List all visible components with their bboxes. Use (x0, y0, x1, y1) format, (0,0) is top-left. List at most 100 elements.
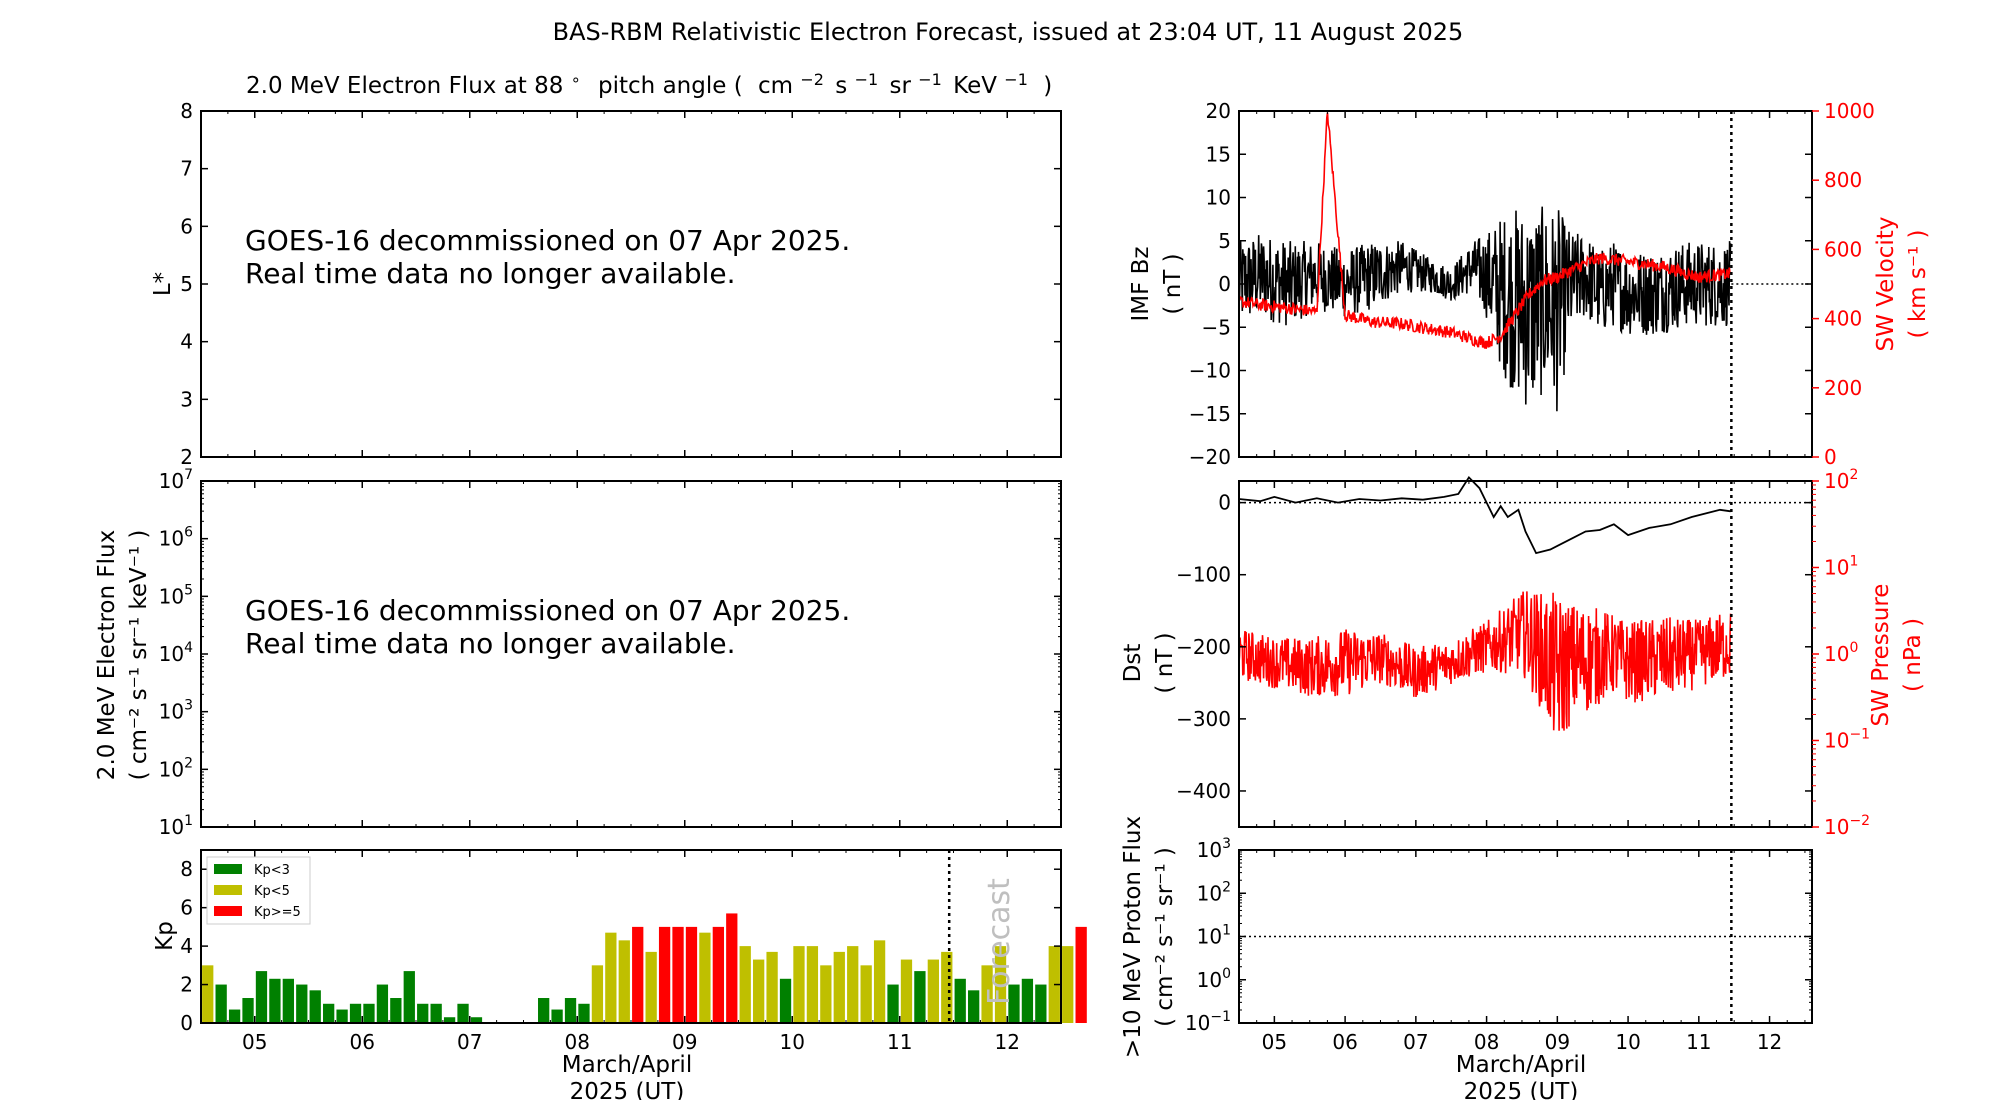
kp-bar (255, 971, 268, 1023)
kp-bar (618, 940, 630, 1023)
kp-bar (793, 946, 805, 1023)
lstar-ylabel: L* (150, 272, 176, 296)
kp-bar (551, 1009, 563, 1023)
y-tick-label: 100 (1197, 966, 1231, 992)
dst-line (1238, 475, 1731, 555)
y2-tick-exponent: 0 (1849, 640, 1858, 656)
kp-bar (658, 926, 671, 1023)
y-tick-label: 102 (159, 755, 193, 781)
lstar-message-line1: GOES-16 decommissioned on 07 Apr 2025. (245, 224, 850, 257)
flux-message-line1: GOES-16 decommissioned on 07 Apr 2025. (245, 594, 850, 627)
y-tick-exponent: 3 (1222, 836, 1231, 852)
imf-panel: −20 −15 −10 −5 0 5 10 15 20 0 200 400 600 800 1000 IM… (1128, 99, 1931, 469)
y-tick-label: 10−1 (1185, 1009, 1231, 1035)
kp-bar (726, 913, 738, 1023)
y2-tick-label: 400 (1824, 307, 1862, 331)
kp-bar (699, 932, 711, 1023)
y-tick-label: 2 (180, 973, 193, 997)
kp-bar (470, 1017, 483, 1023)
y-tick-exponent: 0 (1222, 966, 1231, 982)
y-tick-label: −300 (1176, 707, 1231, 731)
y2-tick-base: 10 (1824, 469, 1849, 493)
kp-bar (309, 990, 321, 1023)
x-tick-label: 08 (1474, 1030, 1499, 1054)
y-tick-label: −15 (1189, 402, 1231, 426)
kp-bar (538, 998, 550, 1023)
kp-ylabel: Kp (152, 921, 178, 951)
x-tick-label: 09 (672, 1030, 697, 1054)
y-tick-label: 5 (180, 272, 193, 296)
y-tick-label: 15 (1206, 142, 1231, 166)
y2-tick-base: 10 (1824, 729, 1849, 753)
y2-tick-base: 10 (1824, 815, 1849, 839)
kp-bar (994, 946, 1007, 1023)
dst-y2label-line2: ( nPa ) (1900, 618, 1926, 692)
y-tick-label: 101 (159, 813, 193, 839)
kp-bar (202, 965, 214, 1023)
kp-bar (645, 951, 657, 1023)
imf-ylabel-line2: ( nT ) (1160, 253, 1186, 314)
y2-tick-label: 101 (1824, 554, 1858, 580)
x-tick-label: 12 (995, 1030, 1020, 1054)
y2-tick-label: 100 (1824, 640, 1858, 666)
kp-bar (336, 1009, 348, 1023)
y-tick-label: −5 (1202, 315, 1231, 339)
y-tick-exponent: −1 (1210, 1009, 1231, 1025)
y-tick-label: 2 (180, 445, 193, 469)
y-tick-base: 10 (159, 584, 184, 608)
x-tick-label: 12 (1757, 1030, 1782, 1054)
kp-bar (672, 926, 684, 1023)
kp-bar (981, 965, 993, 1023)
kp-bar (578, 1003, 590, 1023)
y-tick-label: 6 (180, 896, 193, 920)
kp-bar (779, 978, 792, 1023)
y2-tick-label: 800 (1824, 168, 1862, 192)
kp-bar (685, 926, 698, 1023)
flux-message-line2: Real time data no longer available. (245, 627, 736, 660)
y-tick-exponent: 5 (184, 582, 193, 598)
y-tick-label: 106 (159, 525, 193, 551)
y-tick-exponent: 3 (184, 698, 193, 714)
x-tick-label: 05 (242, 1030, 267, 1054)
y-tick-base: 10 (159, 527, 184, 551)
y2-tick-exponent: 1 (1849, 554, 1858, 570)
y2-tick-base: 10 (1824, 556, 1849, 580)
x-tick-label: 08 (565, 1030, 590, 1054)
left-xlabel-line2: 2025 (UT) (570, 1079, 685, 1100)
kp-bar (887, 984, 899, 1023)
kp-bar (900, 959, 913, 1023)
y-tick-label: −100 (1176, 563, 1231, 587)
kp-legend: Kp<3 Kp<5 Kp>=5 (206, 856, 311, 925)
proton-ylabel-line2: ( cm⁻² s⁻¹ sr⁻¹ ) (1152, 847, 1178, 1027)
y-tick-label: 4 (180, 330, 193, 354)
x-tick-label: 07 (1403, 1030, 1428, 1054)
kp-bar (269, 978, 281, 1023)
kp-bar (712, 926, 724, 1023)
x-tick-label: 06 (350, 1030, 375, 1054)
y-tick-label: 104 (159, 640, 193, 666)
y2-tick-label: 200 (1824, 376, 1862, 400)
kp-bar (860, 965, 872, 1023)
proton-ylabel-line1: >10 MeV Proton Flux (1120, 816, 1146, 1058)
kp-bar (927, 959, 939, 1023)
y-tick-label: 101 (1197, 923, 1231, 949)
kp-bar (632, 926, 644, 1023)
kp-bar (1021, 978, 1034, 1023)
kp-legend-swatch-high (214, 906, 242, 916)
kp-bar (1062, 946, 1074, 1023)
kp-bar (806, 946, 819, 1023)
right-xlabel-line2: 2025 (UT) (1464, 1079, 1579, 1100)
kp-legend-swatch-low (214, 864, 242, 874)
kp-forecast-label: Forecast (982, 878, 1017, 1005)
y-tick-base: 10 (159, 469, 184, 493)
y-tick-exponent: 2 (1222, 879, 1231, 895)
x-tick-label: 09 (1545, 1030, 1570, 1054)
right-xlabel-line1: March/April (1456, 1052, 1586, 1078)
y2-tick-base: 10 (1824, 642, 1849, 666)
kp-bar (820, 965, 832, 1023)
imf-y2label-line2: ( km s⁻¹ ) (1905, 230, 1931, 339)
kp-bar (417, 1003, 429, 1023)
